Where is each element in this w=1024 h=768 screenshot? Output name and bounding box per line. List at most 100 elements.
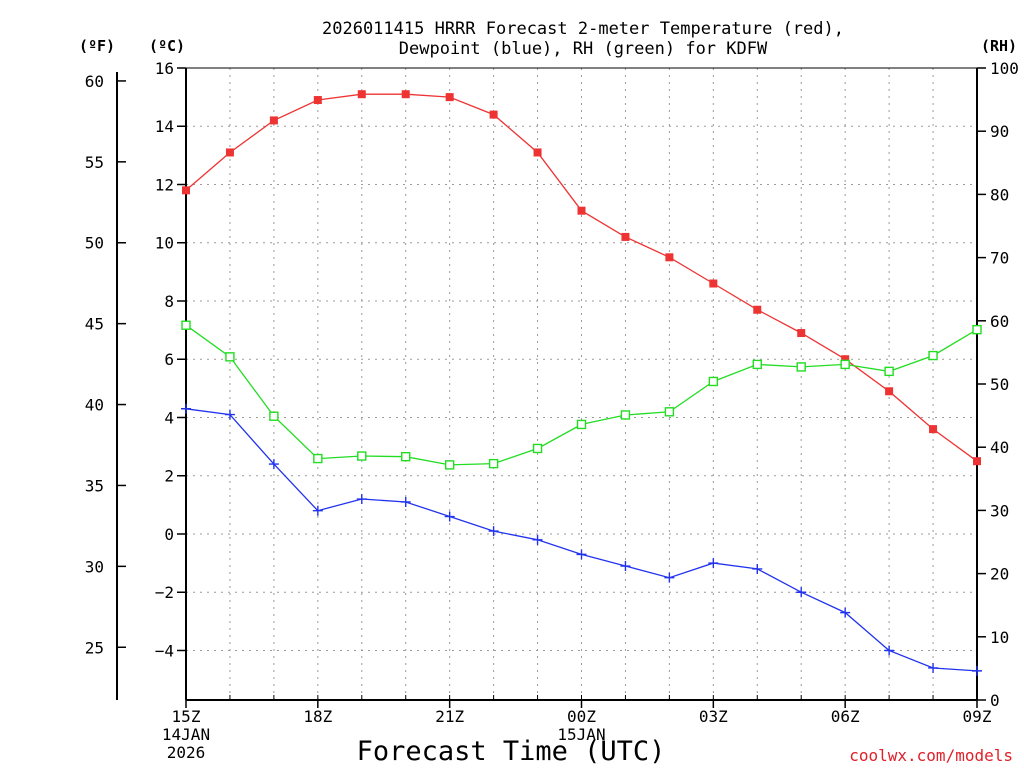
gridlines <box>186 67 977 700</box>
fahrenheit-tick-label: 50 <box>85 234 104 253</box>
time-tick-label: 03Z <box>699 707 728 726</box>
fahrenheit-tick-label: 30 <box>85 557 104 576</box>
dewpoint-point <box>488 526 499 537</box>
temperature-point <box>269 116 278 125</box>
time-tick-label: 18Z <box>303 707 332 726</box>
rh-unit-label: (RH) <box>981 37 1017 55</box>
fahrenheit-tick-label: 40 <box>85 396 104 415</box>
celsius-tick-label: 14 <box>155 117 174 136</box>
celsius-tick-label: 10 <box>155 234 174 253</box>
date-tick-label: 14JAN <box>162 725 210 744</box>
time-tick-label: 09Z <box>963 707 992 726</box>
dewpoint-point <box>224 409 235 420</box>
dewpoint-point <box>752 563 763 574</box>
fahrenheit-tick-label: 60 <box>85 72 104 91</box>
temperature-point <box>577 206 586 215</box>
temperature-point <box>665 253 674 262</box>
temperature-point <box>841 355 850 364</box>
fahrenheit-tick-label: 25 <box>85 638 104 657</box>
chart-title-line-2: Dewpoint (blue), RH (green) for KDFW <box>399 39 768 59</box>
temperature-point <box>489 110 498 119</box>
rh-tick-label: 10 <box>990 628 1009 647</box>
dewpoint-point <box>576 549 587 560</box>
axes <box>116 67 978 701</box>
data-series <box>181 90 982 676</box>
fahrenheit-unit-label: (ºF) <box>79 37 115 55</box>
temperature-point <box>445 93 454 102</box>
rh-tick-label: 0 <box>990 691 1000 710</box>
rh-point <box>796 362 806 372</box>
temperature-point <box>621 232 630 241</box>
dewpoint-point <box>356 494 367 505</box>
dewpoint-point <box>928 662 939 673</box>
rh-tick-label: 70 <box>990 249 1009 268</box>
rh-tick-label: 80 <box>990 185 1009 204</box>
rh-point <box>313 453 323 464</box>
dewpoint-point <box>268 459 279 470</box>
dewpoint-point <box>664 572 675 583</box>
celsius-tick-label: 0 <box>164 525 174 544</box>
temperature-point <box>753 305 762 314</box>
celsius-tick-label: −2 <box>155 583 174 602</box>
dewpoint-point <box>884 645 895 656</box>
rh-tick-label: 30 <box>990 501 1009 520</box>
dewpoint-point <box>840 607 851 618</box>
axis-ticks: 1614121086420−2−460555045403530251009080… <box>85 59 1019 762</box>
temperature-point <box>313 96 322 105</box>
temperature-point <box>225 148 234 157</box>
celsius-tick-label: 16 <box>155 59 174 78</box>
temperature-point <box>182 186 190 195</box>
fahrenheit-tick-label: 55 <box>85 153 104 172</box>
celsius-tick-label: 2 <box>164 467 174 486</box>
dewpoint-point <box>796 587 807 598</box>
celsius-tick-label: −4 <box>155 641 174 660</box>
temperature-line <box>185 93 978 462</box>
time-tick-label: 15Z <box>172 707 201 726</box>
celsius-tick-label: 6 <box>164 350 174 369</box>
temperature-point <box>533 148 542 157</box>
time-tick-label: 06Z <box>831 707 860 726</box>
rh-point <box>664 407 675 417</box>
rh-tick-label: 40 <box>990 438 1009 457</box>
rh-point <box>620 410 631 420</box>
temperature-point <box>357 90 366 99</box>
time-tick-label: 21Z <box>435 707 464 726</box>
rh-point <box>181 320 191 330</box>
temperature-point <box>709 279 718 288</box>
x-axis-title: Forecast Time (UTC) <box>357 736 666 767</box>
rh-point <box>884 366 894 377</box>
rh-tick-label: 100 <box>990 59 1019 78</box>
temperature-point <box>929 425 938 434</box>
rh-point <box>488 458 499 469</box>
rh-point <box>225 352 235 362</box>
time-tick-label: 00Z <box>567 707 596 726</box>
rh-point <box>357 451 367 461</box>
rh-tick-label: 60 <box>990 312 1009 331</box>
date-tick-label: 15JAN <box>557 725 605 744</box>
rh-line <box>185 324 978 466</box>
celsius-tick-label: 12 <box>155 175 174 194</box>
rh-point <box>708 376 719 387</box>
dewpoint-point <box>532 534 543 545</box>
celsius-unit-label: (ºC) <box>149 37 185 55</box>
chart-title-line-1: 2026011415 HRRR Forecast 2-meter Tempera… <box>322 19 844 39</box>
celsius-tick-label: 4 <box>164 408 174 427</box>
rh-point <box>444 460 455 470</box>
rh-tick-label: 90 <box>990 122 1009 141</box>
fahrenheit-tick-label: 45 <box>85 315 104 334</box>
credit-label: coolwx.com/models <box>849 746 1013 765</box>
rh-point <box>840 359 850 370</box>
temperature-point <box>797 329 806 338</box>
dewpoint-point <box>444 511 455 522</box>
rh-tick-label: 20 <box>990 565 1009 584</box>
dewpoint-point <box>708 558 719 569</box>
rh-point <box>752 359 762 370</box>
dewpoint-point <box>312 505 323 516</box>
rh-point <box>576 419 587 430</box>
year-tick-label: 2026 <box>167 743 206 762</box>
temperature-point <box>885 387 894 396</box>
rh-point <box>401 451 411 462</box>
temperature-point <box>973 457 981 466</box>
rh-point <box>972 324 982 335</box>
